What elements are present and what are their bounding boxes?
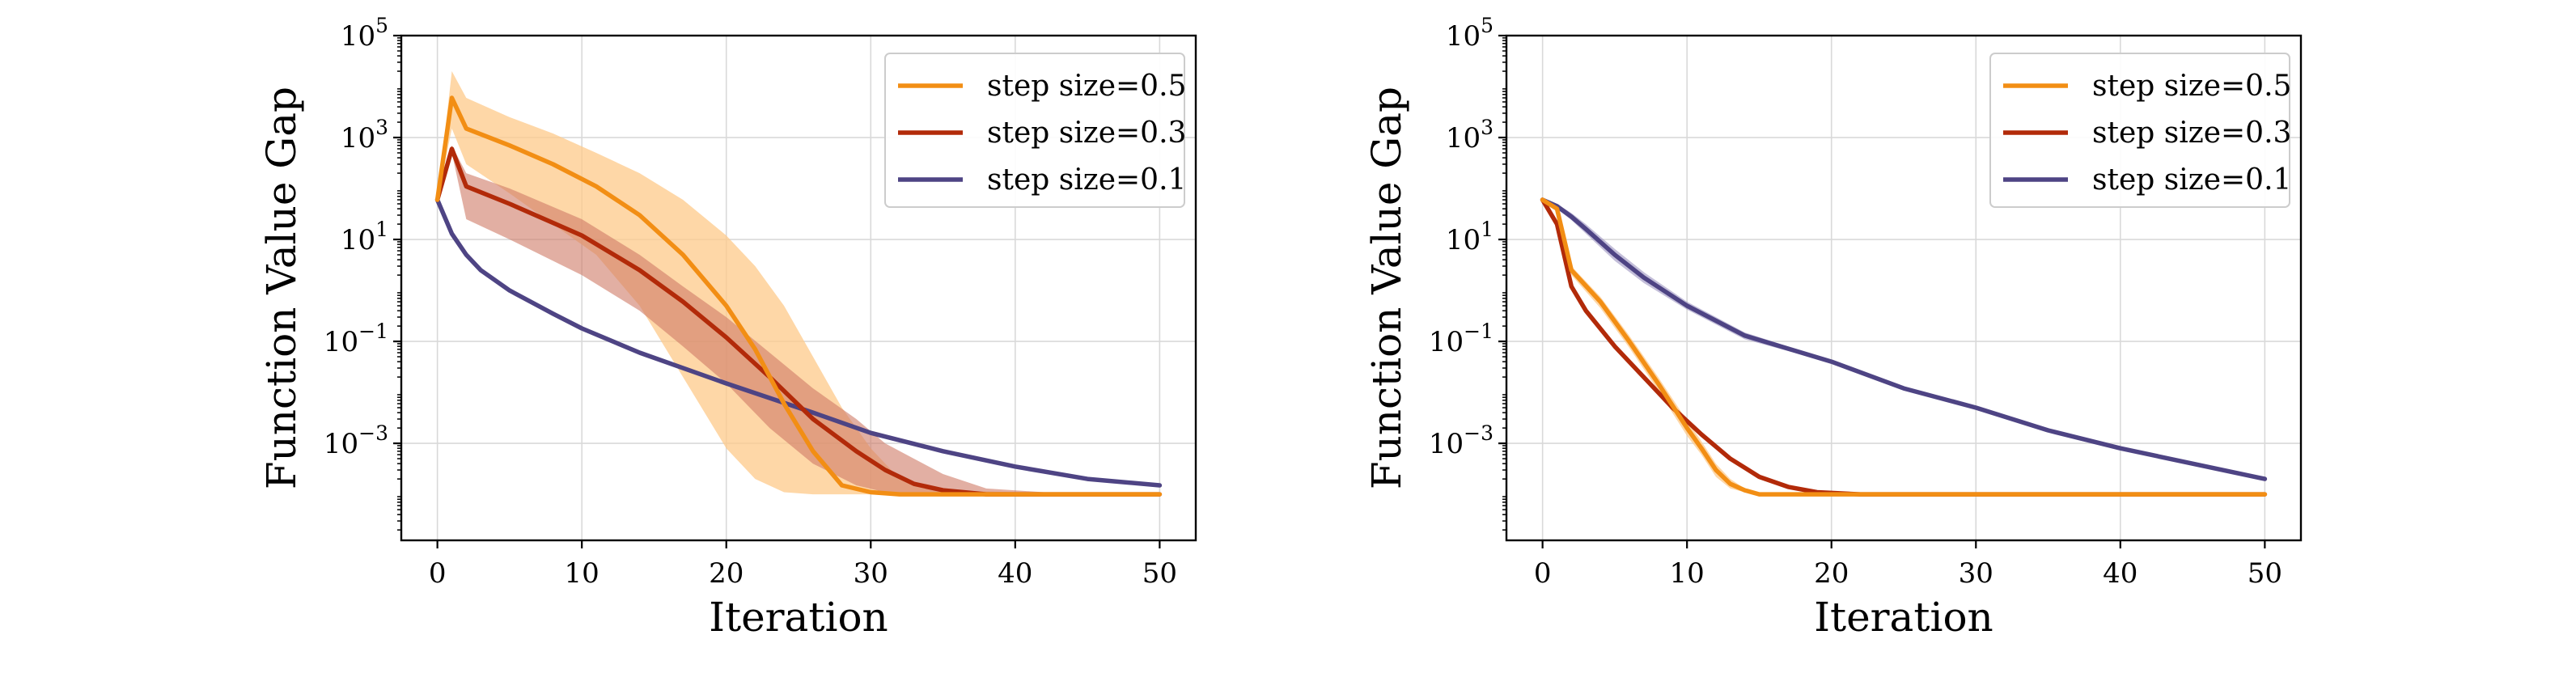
series-2-line [434,197,1163,488]
legend-label-0: step size=0.5 [987,70,1186,103]
y-tick-label: 101 [341,218,388,256]
x-tick-label: 30 [1959,557,1993,590]
y-tick-exponent: 1 [1481,218,1493,241]
legend-label-1: step size=0.3 [987,116,1186,150]
y-tick-base: 10 [341,122,375,154]
axes-frame [400,34,1197,542]
y-tick-base: 10 [1446,20,1481,53]
x-tick-label: 10 [565,557,600,590]
y-tick-label: 103 [1446,116,1493,154]
x-tick-label: 40 [998,557,1032,590]
series-0-band [1542,200,2265,495]
y-tick-label: 10−3 [1429,421,1493,460]
y-tick-exponent: −3 [1464,421,1493,445]
y-tick-base: 10 [1429,428,1464,460]
x-tick-label: 10 [1670,557,1705,590]
legend-box [884,53,1185,208]
x-tick-label: 40 [2103,557,2137,590]
y-tick-base: 10 [1446,224,1481,256]
y-tick-exponent: 5 [1481,14,1493,37]
legend-label-0: step size=0.5 [2092,70,2291,103]
y-tick-exponent: 3 [1481,116,1493,139]
series-0-line [1540,197,2268,497]
legend: step size=0.5 step size=0.3 step size=0.1 [1989,53,2291,208]
x-tick-label: 20 [709,557,744,590]
x-axis-title: Iteration [1814,594,1993,641]
x-tick-label: 50 [2248,557,2282,590]
series-0-band [437,71,1160,495]
x-tick-label: 50 [1142,557,1177,590]
series-1-line [1540,197,2268,497]
y-axis-title: Function Value Gap [1363,87,1410,489]
y-tick-base: 10 [324,428,358,460]
y-tick-exponent: 5 [375,14,388,37]
y-tick-label: 10−1 [324,320,388,358]
y-tick-base: 10 [324,326,358,358]
y-tick-exponent: 1 [375,218,388,241]
right-chart-panel: 0 10 20 30 40 5010−310−1101103105IterationFun… [1363,14,2303,641]
y-tick-label: 105 [1446,14,1493,53]
x-axis-title: Iteration [709,594,888,641]
y-tick-base: 10 [1446,122,1481,154]
y-tick-exponent: 3 [375,116,388,139]
y-tick-exponent: −1 [358,320,388,343]
legend: step size=0.5 step size=0.3 step size=0.1 [884,53,1186,208]
plot-area [1540,197,2268,497]
axes-frame [1505,34,2303,542]
y-axis-title: Function Value Gap [258,87,305,489]
plot-area [434,71,1163,497]
y-tick-label: 10−3 [324,421,388,460]
y-tick-base: 10 [1429,326,1464,358]
y-tick-base: 10 [341,20,375,53]
y-tick-label: 103 [341,116,388,154]
series-2-band [1542,200,2265,480]
y-tick-exponent: −3 [358,421,388,445]
x-tick-label: 0 [1534,557,1552,590]
y-tick-exponent: −1 [1464,320,1493,343]
legend-box [1989,53,2290,208]
x-tick-label: 0 [429,557,447,590]
left-chart-panel: 0 10 20 30 40 5010−310−1101103105IterationFun… [258,14,1197,641]
y-tick-label: 105 [341,14,388,53]
y-tick-label: 10−1 [1429,320,1493,358]
legend-label-1: step size=0.3 [2092,116,2291,150]
x-tick-label: 30 [854,557,888,590]
series-0-line [434,95,1163,497]
y-tick-label: 101 [1446,218,1493,256]
series-1-band [1542,200,2265,495]
x-tick-label: 20 [1814,557,1849,590]
y-tick-base: 10 [341,224,375,256]
series-2-line [1540,197,2268,481]
legend-label-2: step size=0.1 [2092,163,2291,197]
legend-label-2: step size=0.1 [987,163,1186,197]
